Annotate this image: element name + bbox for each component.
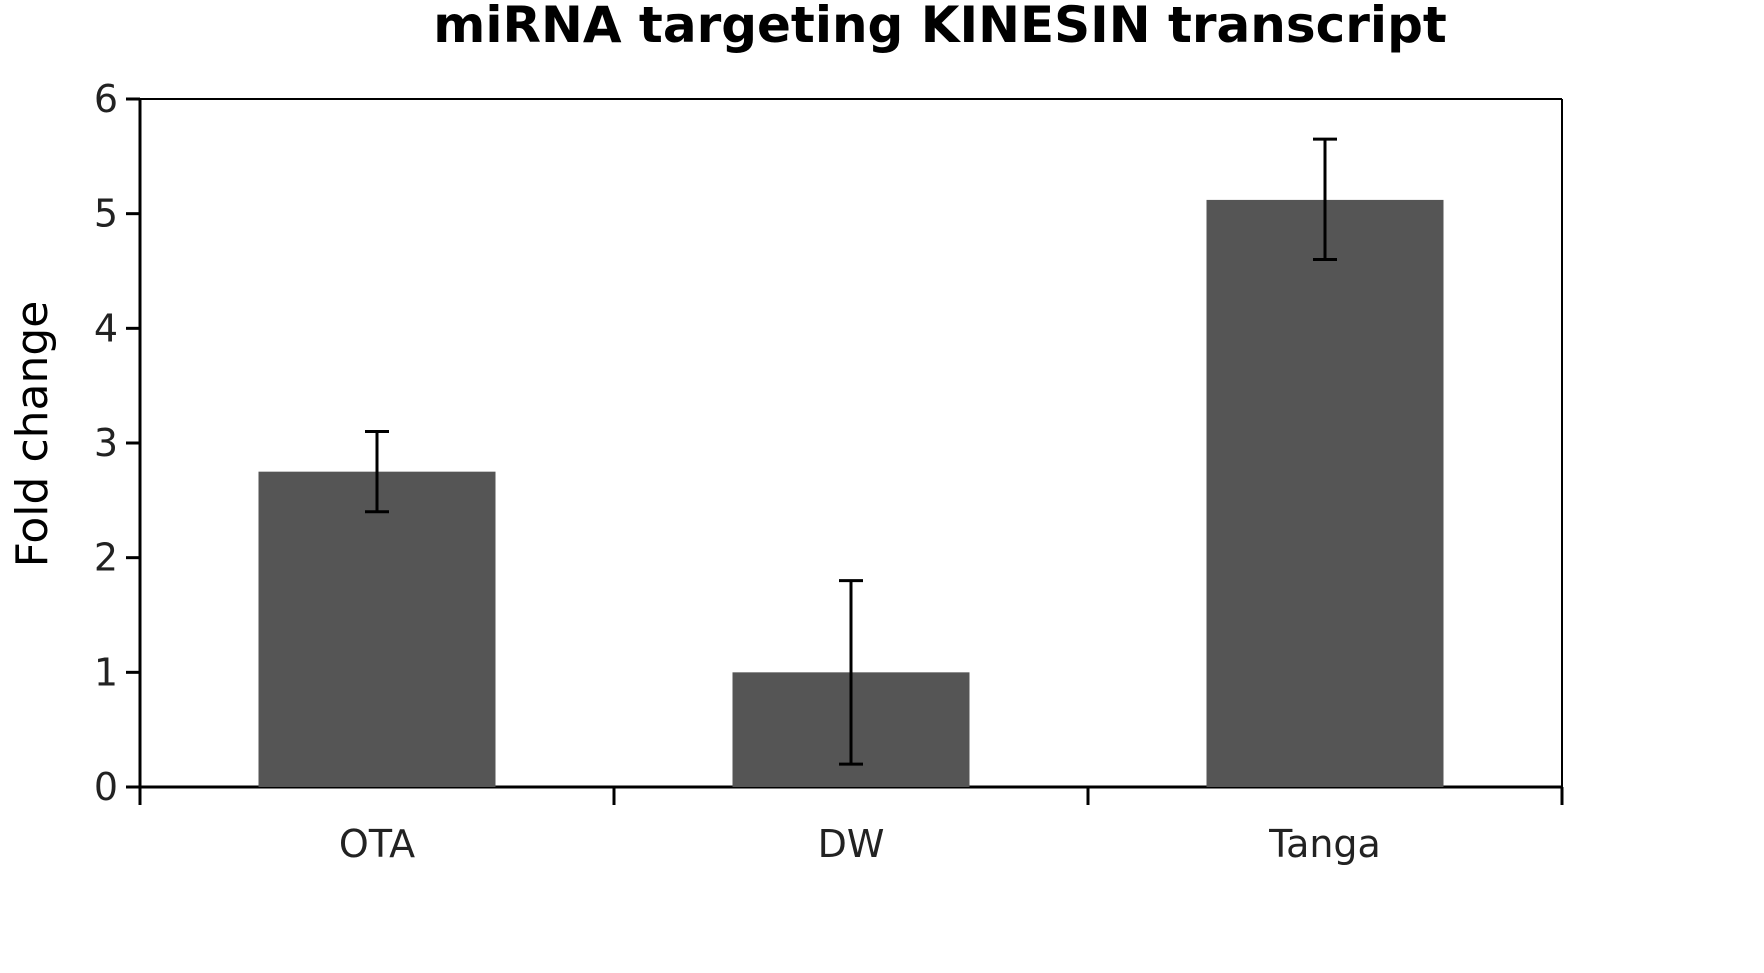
y-tick-label: 4 <box>94 306 118 350</box>
x-tick-label: OTA <box>339 822 415 866</box>
bars <box>258 199 1444 787</box>
x-axis-ticks <box>138 787 1564 805</box>
error-bars <box>365 137 1337 766</box>
y-tick-label: 0 <box>94 765 118 809</box>
bar-ota <box>258 471 496 787</box>
y-tick-label: 6 <box>94 77 118 121</box>
y-tick-label: 2 <box>94 536 118 580</box>
x-tick-label: DW <box>818 822 885 866</box>
y-axis-ticks: 0 1 2 3 4 5 6 <box>94 77 140 809</box>
y-tick-label: 3 <box>94 421 118 465</box>
chart-title: miRNA targeting KINESIN transcript <box>433 0 1447 54</box>
y-tick-label: 5 <box>94 192 118 236</box>
y-axis-label: Fold change <box>7 301 58 568</box>
x-tick-label: Tanga <box>1268 822 1381 866</box>
y-tick-label: 1 <box>94 650 118 694</box>
category-labels: OTA DW Tanga <box>339 822 1381 866</box>
bar-tanga <box>1206 199 1444 787</box>
